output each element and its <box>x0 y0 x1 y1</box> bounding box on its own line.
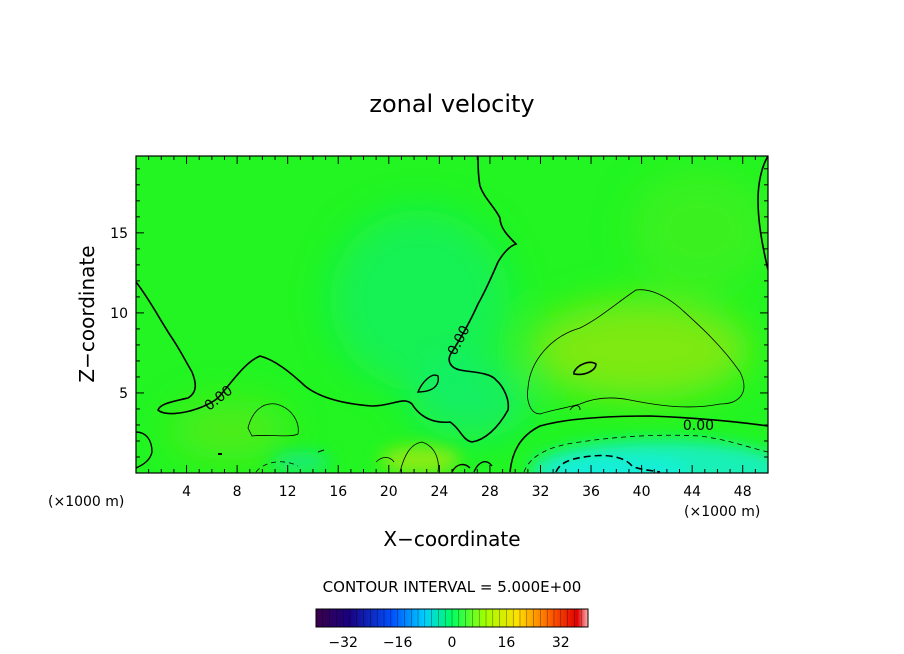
small-contour-dot-2 <box>317 449 325 453</box>
shade-ground-warm <box>380 446 460 473</box>
x-tick-label: 48 <box>734 484 752 500</box>
zero-contour-right <box>757 156 768 271</box>
positive-contour-right-lobe <box>527 289 745 415</box>
x-tick-label: 32 <box>532 484 550 500</box>
y-axis-label: Z−coordinate <box>75 245 99 382</box>
colorbar-tick-label: −32 <box>328 635 358 651</box>
negative-contour-dashed-1 <box>523 434 768 473</box>
contour-label: 0.00 <box>683 418 714 434</box>
x-axis: 4 8 12 16 20 24 28 32 36 40 44 48 <box>148 156 756 500</box>
small-contour-dot-3 <box>569 405 581 411</box>
shade-top-right-warm <box>630 170 768 290</box>
velocity-shading <box>170 170 768 460</box>
x-tick-label: 40 <box>633 484 651 500</box>
colorbar-tick-label: 0 <box>448 635 457 651</box>
y-tick-label: 15 <box>110 226 128 242</box>
positive-contour-left-lobe <box>247 403 299 437</box>
shade-ground-negative-core <box>550 458 690 473</box>
x-tick-label: 12 <box>279 484 297 500</box>
y-tick-label: 10 <box>110 306 128 322</box>
zero-contour-left <box>136 156 518 443</box>
x-unit-left: (×1000 m) <box>48 494 124 510</box>
x-tick-label: 4 <box>182 484 191 500</box>
contour-ground-left <box>136 431 153 469</box>
contour-interval-text: CONTOUR INTERVAL = 5.000E+00 <box>323 578 582 596</box>
positive-contour-ground <box>399 441 439 473</box>
positive-contour-ground-2 <box>375 457 395 463</box>
colorbar-tick-label: 32 <box>552 635 570 651</box>
x-tick-label: 16 <box>329 484 347 500</box>
near-ground-shading <box>270 440 768 473</box>
x-tick-label: 28 <box>481 484 499 500</box>
x-tick-label: 8 <box>233 484 242 500</box>
x-axis-label: X−coordinate <box>383 527 520 551</box>
zero-contour-small-loop <box>573 361 597 376</box>
shade-mid-cool <box>410 360 530 440</box>
zero-contour-island <box>416 374 439 393</box>
contour-label-text: 0.00 <box>683 418 714 434</box>
shade-upper-right-warm <box>530 300 750 400</box>
shade-ground-warm-2 <box>270 452 330 472</box>
x-tick-label: 36 <box>582 484 600 500</box>
y-tick-label: 5 <box>119 386 128 402</box>
colorbar-ticks: −32 −16 0 16 32 <box>328 635 569 651</box>
chart-title: zonal velocity <box>369 90 534 118</box>
shade-upper-field-warm <box>170 400 290 460</box>
x-tick-label: 24 <box>430 484 448 500</box>
zero-contour-lower <box>509 415 768 473</box>
y-axis: 5 10 15 <box>110 168 768 458</box>
plot-area: 0.000.000.00 <box>136 156 768 473</box>
colorbar-bands <box>315 609 589 627</box>
negative-contour-dashed-3 <box>255 461 299 473</box>
x-unit-right: (×1000 m) <box>684 504 760 520</box>
colorbar-tick-label: −16 <box>383 635 413 651</box>
colorbar: −32 −16 0 16 32 <box>315 608 589 651</box>
positive-contour-ground-3 <box>451 463 471 473</box>
contour-ground-mid <box>473 461 493 473</box>
colorbar-tick-label: 16 <box>497 635 515 651</box>
contour-lines <box>136 156 768 473</box>
x-tick-label: 20 <box>380 484 398 500</box>
x-tick-label: 44 <box>683 484 701 500</box>
negative-contour-dashed-2 <box>555 454 661 473</box>
shade-upper-left-cool <box>330 210 510 390</box>
